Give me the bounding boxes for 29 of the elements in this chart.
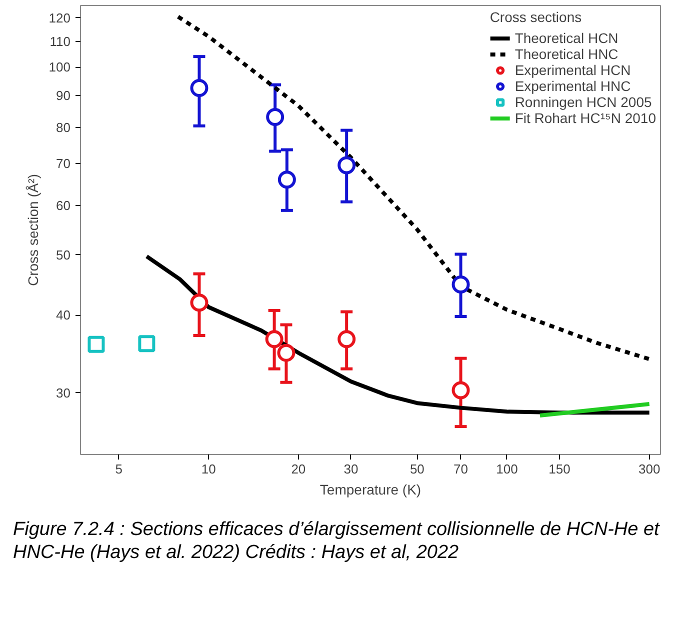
caption: Figure 7.2.4 : Sections efficaces d’élargissement collisionnelle de HCN-He et HNC-He (Hays et al. 2022) Crédits : Hays et al, 2022 [13, 519, 661, 565]
legend-label: Theoretical HNC [514, 46, 618, 62]
y-tick-label: 100 [48, 60, 71, 75]
legend-label: Experimental HNC [514, 78, 631, 94]
y-tick-label: 80 [56, 120, 71, 136]
y-axis-title: Cross section (Å²) [24, 174, 41, 286]
x-tick-label: 30 [344, 462, 358, 476]
y-tick-label: 50 [56, 247, 71, 262]
y-tick-label: 90 [56, 88, 71, 104]
x-tick-label: 20 [291, 462, 306, 476]
y-tick-label: 120 [48, 10, 71, 26]
x-tick-label: 300 [638, 462, 660, 476]
x-tick-label: 150 [548, 462, 570, 476]
legend-label: Ronningen HCN 2005 [514, 94, 652, 110]
legend-label: Theoretical HCN [514, 30, 618, 46]
y-tick-label: 110 [50, 34, 71, 49]
x-axis-title: Temperature (K) [320, 482, 422, 498]
y-tick-label: 30 [56, 385, 71, 400]
x-tick-label: 50 [410, 462, 424, 476]
x-tick-label: 5 [115, 462, 122, 476]
x-tick-label: 100 [496, 462, 518, 476]
y-tick-label: 70 [56, 156, 71, 172]
y-tick-label: 40 [56, 308, 71, 323]
x-tick-label: 10 [201, 462, 216, 476]
legend-title: Cross sections [490, 9, 583, 25]
legend-label: Fit Rohart HC¹⁵N 2010 [514, 110, 656, 126]
y-tick-label: 60 [56, 198, 71, 213]
x-tick-label: 70 [454, 462, 468, 476]
legend-label: Experimental HCN [514, 62, 631, 78]
